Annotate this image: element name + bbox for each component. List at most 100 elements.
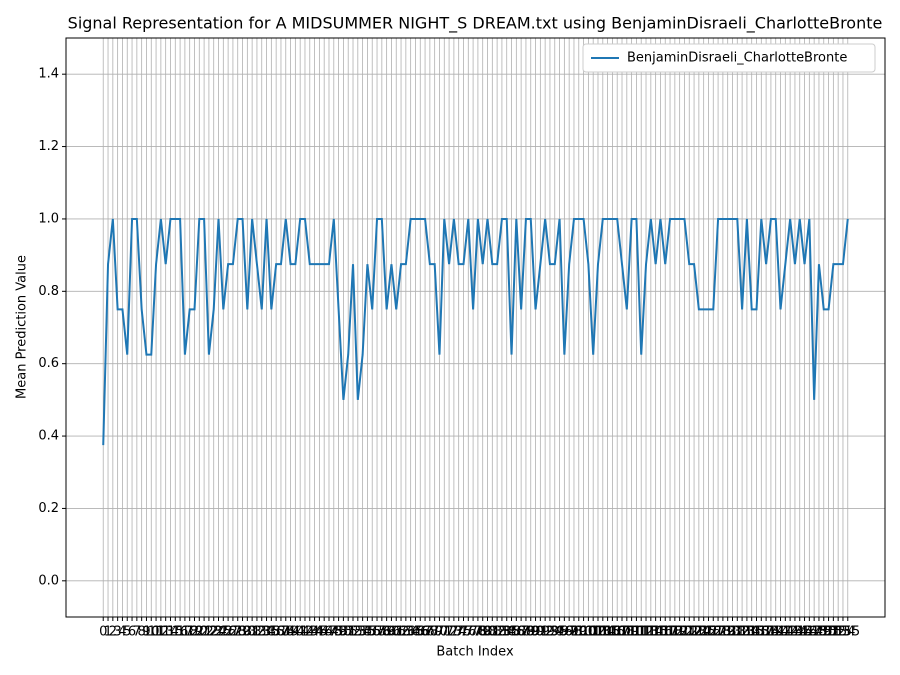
line-series xyxy=(102,217,849,446)
y-tick-label: 1.2 xyxy=(38,139,59,154)
x-tick-label: 91 xyxy=(532,625,549,640)
x-tick-label: 115 xyxy=(643,625,668,640)
x-tick-label: 97 xyxy=(561,625,578,640)
x-tick-label: 11 xyxy=(148,625,165,640)
x-tick-label: 113 xyxy=(634,625,659,640)
x-tick-label: 37 xyxy=(273,625,290,640)
x-tick-label: 54 xyxy=(354,625,371,640)
x-tick-label: 7 xyxy=(133,625,141,640)
x-tick-label: 71 xyxy=(436,625,453,640)
x-tick-label: 81 xyxy=(484,625,501,640)
y-tick-label: 0.0 xyxy=(38,573,59,588)
y-tick-label: 0.6 xyxy=(38,356,59,371)
x-tick-label: 33 xyxy=(253,625,270,640)
x-tick-label: 50 xyxy=(335,625,352,640)
x-tick-label: 38 xyxy=(277,625,294,640)
y-tick-label: 1.0 xyxy=(38,211,59,226)
x-tick-label: 135 xyxy=(739,625,764,640)
x-tick-label: 77 xyxy=(465,625,482,640)
x-tick-label: 127 xyxy=(701,625,726,640)
x-tick-label: 74 xyxy=(450,625,467,640)
x-tick-label: 32 xyxy=(249,625,266,640)
x-tick-label: 21 xyxy=(196,625,213,640)
x-tick-label: 60 xyxy=(383,625,400,640)
x-tick-label: 52 xyxy=(345,625,362,640)
x-tick-label: 48 xyxy=(326,625,343,640)
x-tick-label: 151 xyxy=(816,625,841,640)
x-tick-label: 18 xyxy=(181,625,198,640)
x-tick-label: 110 xyxy=(619,625,644,640)
x-tick-label: 136 xyxy=(744,625,769,640)
x-tick-label: 144 xyxy=(783,625,808,640)
x-tick-label: 152 xyxy=(821,625,846,640)
x-tick-label: 155 xyxy=(835,625,860,640)
x-tick-label: 68 xyxy=(422,625,439,640)
x-tick-label: 8 xyxy=(138,625,146,640)
x-tick-label: 43 xyxy=(302,625,319,640)
x-tick-label: 23 xyxy=(205,625,222,640)
x-tick-label: 123 xyxy=(682,625,707,640)
x-tick-label: 10 xyxy=(143,625,160,640)
x-tick-label: 105 xyxy=(595,625,620,640)
x-tick-label: 88 xyxy=(518,625,535,640)
x-tick-label: 22 xyxy=(201,625,218,640)
y-tick-label: 0.2 xyxy=(38,501,59,516)
x-tick-label: 109 xyxy=(614,625,639,640)
x-tick-label: 134 xyxy=(734,625,759,640)
x-tick-label: 34 xyxy=(258,625,275,640)
x-tick-label: 78 xyxy=(470,625,487,640)
x-tick-label: 40 xyxy=(287,625,304,640)
x-tick-label: 57 xyxy=(369,625,386,640)
x-tick-label: 24 xyxy=(210,625,227,640)
x-tick-label: 101 xyxy=(576,625,601,640)
x-tick-label: 72 xyxy=(441,625,458,640)
x-tick-label: 93 xyxy=(542,625,559,640)
x-tick-label: 89 xyxy=(522,625,539,640)
x-tick-label: 76 xyxy=(460,625,477,640)
x-tick-label: 108 xyxy=(610,625,635,640)
y-axis-label: Mean Prediction Value xyxy=(15,255,30,399)
x-tick-label: 20 xyxy=(191,625,208,640)
legend-box xyxy=(582,43,876,73)
x-tick-label: 112 xyxy=(629,625,654,640)
x-tick-label: 12 xyxy=(153,625,170,640)
x-tick-label: 25 xyxy=(215,625,232,640)
x-tick-label: 56 xyxy=(364,625,381,640)
x-tick-label: 111 xyxy=(624,625,649,640)
x-tick-label: 154 xyxy=(831,625,856,640)
x-tick-label: 140 xyxy=(763,625,788,640)
x-tick-label: 92 xyxy=(537,625,554,640)
x-tick-label: 107 xyxy=(605,625,630,640)
x-tick-label: 130 xyxy=(715,625,740,640)
x-tick-label: 69 xyxy=(426,625,443,640)
x-tick-label: 100 xyxy=(571,625,596,640)
x-tick-label: 132 xyxy=(725,625,750,640)
x-tick-label: 129 xyxy=(710,625,735,640)
x-tick-label: 51 xyxy=(340,625,357,640)
x-tick-label: 80 xyxy=(479,625,496,640)
y-tick-label: 1.4 xyxy=(38,67,59,82)
x-tick-label: 120 xyxy=(667,625,692,640)
x-tick-label: 31 xyxy=(244,625,261,640)
x-tick-label: 67 xyxy=(417,625,434,640)
x-tick-label: 126 xyxy=(696,625,721,640)
x-tick-label: 42 xyxy=(297,625,314,640)
x-tick-label: 138 xyxy=(754,625,779,640)
x-tick-label: 125 xyxy=(691,625,716,640)
x-tick-label: 53 xyxy=(350,625,367,640)
x-tick-label: 65 xyxy=(407,625,424,640)
x-tick-label: 131 xyxy=(720,625,745,640)
legend-label: BenjaminDisraeli_CharlotteBronte xyxy=(627,51,847,66)
x-tick-label: 45 xyxy=(311,625,328,640)
x-tick-label: 79 xyxy=(474,625,491,640)
x-tick-label: 148 xyxy=(802,625,827,640)
x-tick-label: 41 xyxy=(292,625,309,640)
x-tick-label: 116 xyxy=(648,625,673,640)
x-tick-label: 70 xyxy=(431,625,448,640)
chart-title: Signal Representation for A MIDSUMMER NI… xyxy=(68,14,883,34)
x-tick-label: 84 xyxy=(498,625,515,640)
x-tick-label: 29 xyxy=(234,625,251,640)
x-tick-label: 95 xyxy=(551,625,568,640)
